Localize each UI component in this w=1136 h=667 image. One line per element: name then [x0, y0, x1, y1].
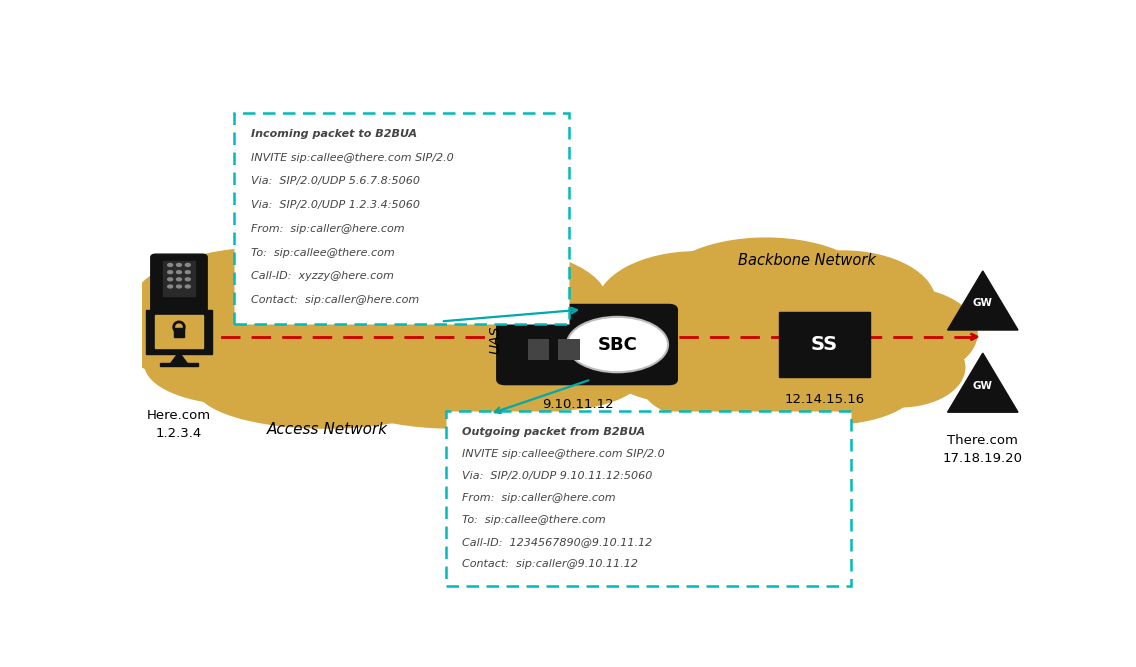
Circle shape	[176, 271, 182, 273]
Ellipse shape	[567, 317, 668, 372]
Text: Access Network: Access Network	[266, 422, 387, 437]
FancyBboxPatch shape	[156, 315, 202, 348]
Bar	[559, 340, 579, 360]
Ellipse shape	[467, 327, 648, 410]
Text: SBC: SBC	[598, 336, 637, 354]
Polygon shape	[170, 352, 187, 364]
Ellipse shape	[635, 299, 943, 390]
Text: GW: GW	[972, 298, 993, 308]
Circle shape	[176, 278, 182, 281]
Text: To:  sip:callee@there.com: To: sip:callee@there.com	[251, 247, 395, 257]
Ellipse shape	[751, 251, 935, 354]
Text: 9.10.11.12: 9.10.11.12	[542, 398, 613, 412]
Text: Here.com
1.2.3.4: Here.com 1.2.3.4	[147, 409, 211, 440]
Text: Backbone Network: Backbone Network	[737, 253, 876, 267]
Text: From:  sip:caller@here.com: From: sip:caller@here.com	[251, 224, 404, 234]
Ellipse shape	[348, 247, 607, 355]
Text: Via:  SIP/2.0/UDP 9.10.11.12:5060: Via: SIP/2.0/UDP 9.10.11.12:5060	[462, 471, 653, 481]
Circle shape	[185, 263, 190, 266]
Ellipse shape	[122, 297, 328, 384]
FancyBboxPatch shape	[234, 113, 569, 324]
Text: SS: SS	[811, 335, 838, 354]
Ellipse shape	[835, 327, 964, 407]
Ellipse shape	[738, 348, 917, 424]
Bar	[174, 327, 184, 337]
Text: From:  sip:caller@here.com: From: sip:caller@here.com	[462, 493, 616, 503]
Ellipse shape	[449, 285, 665, 380]
FancyBboxPatch shape	[778, 311, 870, 378]
Text: Via:  SIP/2.0/UDP 1.2.3.4:5060: Via: SIP/2.0/UDP 1.2.3.4:5060	[251, 200, 420, 210]
Circle shape	[168, 278, 173, 281]
Bar	[159, 363, 199, 366]
Ellipse shape	[822, 287, 977, 379]
Ellipse shape	[643, 348, 828, 424]
Ellipse shape	[132, 247, 412, 362]
Text: Via:  SIP/2.0/UDP 5.6.7.8:5060: Via: SIP/2.0/UDP 5.6.7.8:5060	[251, 176, 420, 186]
Ellipse shape	[214, 233, 525, 348]
Text: GW: GW	[972, 381, 993, 391]
Text: 12.14.15.16: 12.14.15.16	[784, 394, 864, 406]
Ellipse shape	[145, 325, 335, 404]
Bar	[527, 340, 549, 360]
Circle shape	[185, 285, 190, 288]
Circle shape	[185, 278, 190, 281]
Circle shape	[168, 285, 173, 288]
Circle shape	[176, 263, 182, 266]
Circle shape	[168, 271, 173, 273]
Text: Outgoing packet from B2BUA: Outgoing packet from B2BUA	[462, 427, 645, 437]
Text: UAS: UAS	[488, 325, 502, 354]
Polygon shape	[947, 271, 1018, 330]
Ellipse shape	[655, 238, 877, 348]
FancyBboxPatch shape	[496, 304, 677, 385]
Circle shape	[185, 271, 190, 273]
Ellipse shape	[197, 349, 456, 428]
Ellipse shape	[588, 299, 737, 383]
Text: INVITE sip:callee@there.com SIP/2.0: INVITE sip:callee@there.com SIP/2.0	[462, 449, 666, 459]
FancyBboxPatch shape	[164, 261, 195, 295]
Text: There.com
17.18.19.20: There.com 17.18.19.20	[943, 434, 1022, 466]
FancyBboxPatch shape	[151, 254, 207, 319]
Ellipse shape	[605, 325, 742, 402]
Text: Contact:  sip:caller@here.com: Contact: sip:caller@here.com	[251, 295, 419, 305]
FancyBboxPatch shape	[147, 309, 211, 354]
Circle shape	[176, 285, 182, 288]
Ellipse shape	[186, 297, 618, 392]
Text: Contact:  sip:caller@9.10.11.12: Contact: sip:caller@9.10.11.12	[462, 559, 638, 569]
Text: Call-ID:  xyzzy@here.com: Call-ID: xyzzy@here.com	[251, 271, 394, 281]
Text: Call-ID:  1234567890@9.10.11.12: Call-ID: 1234567890@9.10.11.12	[462, 537, 653, 547]
FancyBboxPatch shape	[445, 412, 851, 586]
Ellipse shape	[331, 349, 580, 428]
Text: INVITE sip:callee@there.com SIP/2.0: INVITE sip:callee@there.com SIP/2.0	[251, 153, 454, 163]
Text: To:  sip:callee@there.com: To: sip:callee@there.com	[462, 515, 607, 525]
Ellipse shape	[596, 252, 796, 362]
Circle shape	[168, 263, 173, 266]
Polygon shape	[947, 353, 1018, 412]
Text: Incoming packet to B2BUA: Incoming packet to B2BUA	[251, 129, 417, 139]
